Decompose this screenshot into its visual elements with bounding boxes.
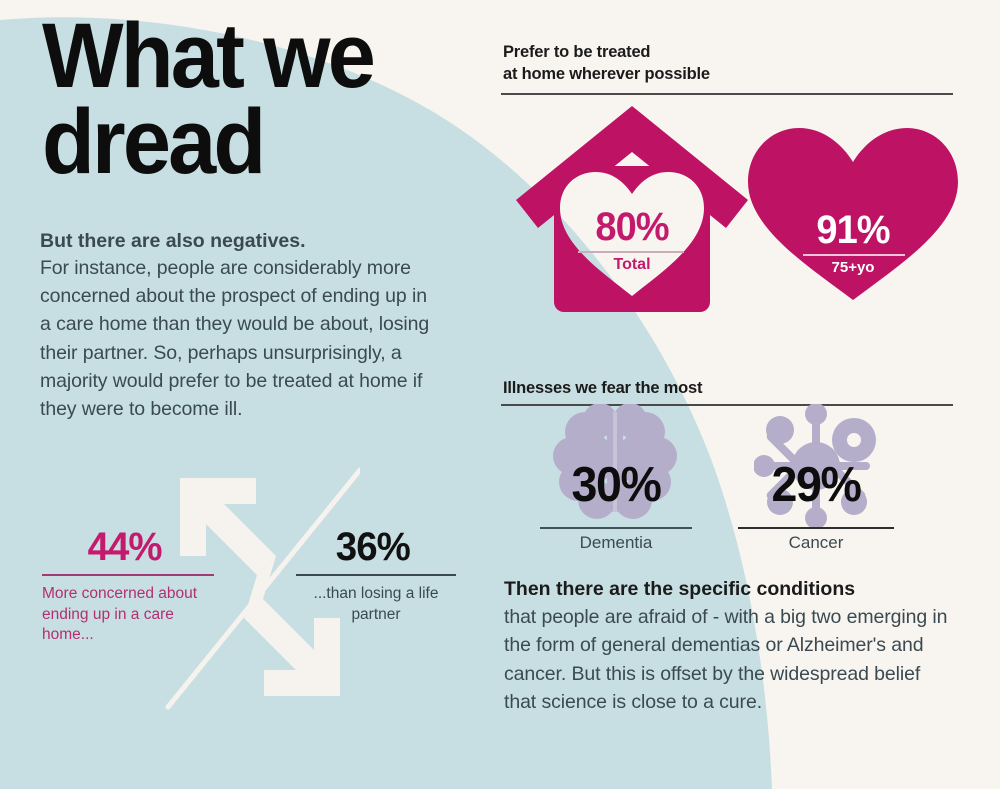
section-heading-home: Prefer to be treated at home wherever po… <box>503 42 955 86</box>
closing-lead-text: Then there are the specific conditions <box>504 578 856 600</box>
house-stat-rule <box>578 251 684 253</box>
left-body-text: For instance, people are considerably mo… <box>40 257 430 420</box>
house-with-heart-icon <box>516 106 748 312</box>
closing-body-text: that people are afraid of - with a big t… <box>504 606 948 713</box>
heart-stat-label: 75+yo <box>831 259 875 276</box>
section-rule-illness <box>501 404 953 406</box>
illness-value-cancer: 29% <box>771 458 862 512</box>
heart-stat-value: 91% <box>816 208 890 252</box>
section-rule-home <box>501 93 953 95</box>
heart-icon <box>748 128 958 300</box>
virus-cell-icon <box>754 404 876 528</box>
house-stat-value: 80% <box>595 205 669 249</box>
stat-care-home-rule <box>42 574 214 576</box>
double-headed-diagonal-arrow-icon <box>165 467 360 710</box>
heart-stat-rule <box>803 254 905 256</box>
stat-life-partner-value: 36% <box>335 525 411 569</box>
illness-rule-dementia <box>540 527 692 529</box>
stat-care-home: 44% More concerned about ending up in a … <box>42 527 214 646</box>
page-title-line2: dread <box>42 90 266 193</box>
illness-rule-cancer <box>738 527 894 529</box>
illness-label-cancer: Cancer <box>788 533 844 552</box>
stat-life-partner: 36% ...than losing a life partner <box>296 527 456 625</box>
section-heading-home-line1: Prefer to be treated <box>503 43 651 61</box>
stat-life-partner-rule <box>296 574 456 576</box>
page-title: What we dread <box>42 5 456 193</box>
house-stat-label: Total <box>613 256 651 273</box>
stat-care-home-value: 44% <box>87 525 163 569</box>
left-lead-text: But there are also negatives. <box>40 230 306 252</box>
section-heading-illness: Illnesses we fear the most <box>503 379 703 397</box>
brain-icon <box>553 404 677 519</box>
stat-care-home-caption: More concerned about ending up in a care… <box>42 585 198 644</box>
illness-label-dementia: Dementia <box>579 533 653 552</box>
stat-life-partner-caption: ...than losing a life partner <box>313 585 439 623</box>
illness-value-dementia: 30% <box>571 458 662 512</box>
page-title-line1: What we <box>42 5 376 107</box>
section-heading-home-line2: at home wherever possible <box>503 64 710 83</box>
